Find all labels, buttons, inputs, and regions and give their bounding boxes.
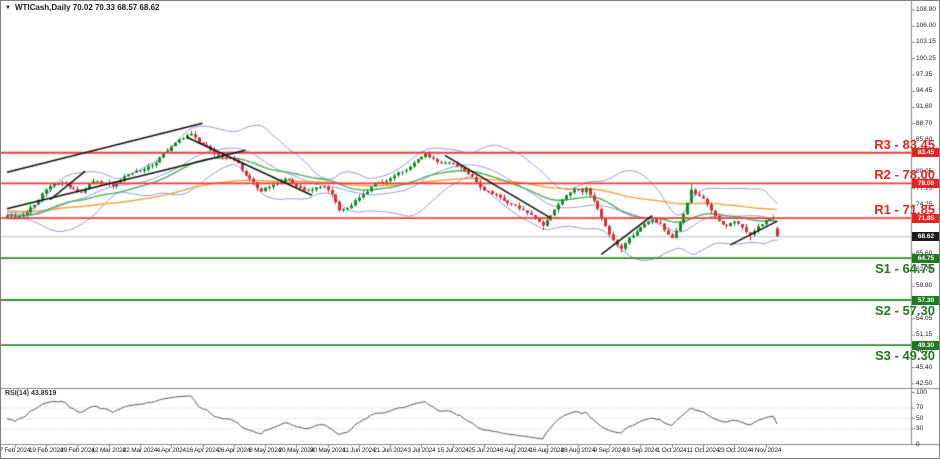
date-axis-label: 11 Oct 2024: [686, 447, 720, 454]
date-axis-label: 30 May 2024: [309, 447, 346, 454]
price-axis-label: 59.80: [916, 282, 933, 290]
date-axis-label: 6 Aug 2024: [499, 447, 531, 454]
price-badge-s2: 57.30: [912, 295, 939, 305]
date-axis-label: 4 Apr 2024: [156, 447, 186, 454]
rsi-axis-label: 70: [916, 404, 924, 412]
price-axis-label: 77.15: [916, 184, 933, 192]
date-axis-label: 9 Sep 2024: [593, 447, 625, 454]
date-axis-label: 25 Jul 2024: [468, 447, 500, 454]
date-axis-label: 19 Sep 2024: [623, 447, 658, 454]
price-badge-current: 68.62: [912, 231, 939, 241]
price-badge-r1: 71.85: [912, 213, 939, 223]
price-axis-label: 94.45: [916, 87, 933, 95]
level-label-r3: R3 - 83.45: [874, 136, 935, 152]
date-axis-label: 11 Jun 2024: [342, 447, 376, 454]
date-axis-label: 28 Aug 2024: [560, 447, 596, 454]
date-axis-label: 19 Feb 2024: [28, 447, 64, 454]
price-axis-label: 100.25: [916, 54, 936, 62]
level-label-r1: R1 - 71.85: [874, 202, 935, 218]
date-axis-label: 26 Apr 2024: [217, 447, 251, 454]
price-axis-label: 54.05: [916, 314, 933, 322]
date-axis-label: 21 Jun 2024: [373, 447, 407, 454]
price-axis-label: 65.60: [916, 250, 932, 257]
chart-title: WTICash,Daily 70.02 70.33 68.57 68.62: [14, 3, 160, 12]
rsi-indicator-label: RSI(14) 43.8519: [5, 390, 57, 397]
date-axis-label: 12 Mar 2024: [91, 447, 126, 454]
price-axis-label: 45.40: [916, 363, 933, 371]
date-axis-label: 23 Oct 2024: [717, 447, 751, 454]
date-axis-label: 7 Feb 2024: [0, 447, 31, 454]
level-label-r2: R2 - 78.00: [874, 167, 935, 183]
price-axis-label: 62.70: [916, 266, 933, 274]
price-axis-label: 97.35: [916, 70, 933, 78]
level-label-s3: S3 - 49.30: [875, 348, 935, 364]
date-axis-label: 22 Mar 2024: [122, 447, 158, 454]
date-axis-label: 4 Nov 2024: [749, 447, 782, 454]
date-axis-label: 8 May 2024: [249, 447, 282, 454]
price-axis-label: 42.50: [916, 379, 933, 387]
rsi-axis-label: 30: [916, 424, 924, 432]
rsi-axis-label: 0: [916, 440, 920, 448]
price-axis-label: 74.25: [916, 201, 933, 209]
price-axis-label: 88.70: [916, 119, 933, 127]
chart-title-bar: ▼ WTICash,Daily 70.02 70.33 68.57 68.62: [5, 3, 160, 12]
rsi-axis-label: 50: [916, 414, 924, 422]
date-axis-label: 1 Oct 2024: [656, 447, 687, 454]
price-axis-label: 103.15: [916, 38, 936, 46]
price-badge-r2: 78.00: [912, 178, 939, 188]
price-axis-label: 51.15: [916, 331, 933, 339]
price-badge-s3: 49.30: [912, 340, 939, 350]
level-label-s1: S1 - 64.75: [875, 261, 935, 277]
price-badge-s1: 64.75: [912, 253, 939, 263]
price-axis-label: 106.00: [916, 22, 936, 30]
price-axis-label: 91.60: [916, 103, 933, 111]
date-axis-label: 15 Jul 2024: [437, 447, 469, 454]
date-axis-label: 16 Apr 2024: [186, 447, 219, 454]
date-axis-label: 29 Feb 2024: [60, 447, 95, 454]
level-label-s2: S2 - 57.30: [875, 303, 935, 318]
date-axis-label: 16 Aug 2024: [529, 447, 564, 454]
chart-window-icon[interactable]: ▼: [5, 4, 11, 11]
price-axis-label: 108.90: [916, 5, 936, 13]
price-axis-label: 48.25: [916, 347, 933, 355]
date-axis-label: 20 May 2024: [278, 447, 315, 454]
price-badge-r3: 83.45: [912, 148, 939, 158]
price-axis-label: 85.80: [916, 136, 933, 144]
rsi-axis[interactable]: [1, 388, 911, 444]
price-axis-label: 80.05: [916, 168, 933, 176]
rsi-axis-label: 100: [916, 388, 927, 396]
date-axis-label: 3 Jul 2024: [407, 447, 436, 454]
